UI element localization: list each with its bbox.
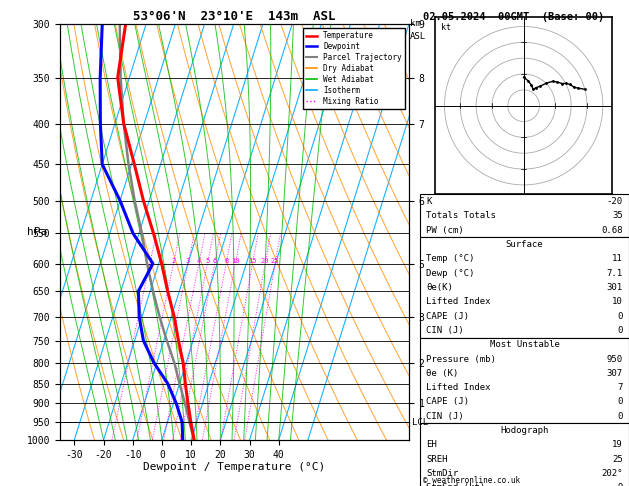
Text: K: K (426, 197, 432, 206)
FancyBboxPatch shape (420, 423, 629, 486)
Legend: Temperature, Dewpoint, Parcel Trajectory, Dry Adiabat, Wet Adiabat, Isotherm, Mi: Temperature, Dewpoint, Parcel Trajectory… (303, 28, 405, 109)
Text: 0: 0 (617, 398, 623, 406)
Text: StmSpd (kt): StmSpd (kt) (426, 484, 486, 486)
Text: 301: 301 (606, 283, 623, 292)
Text: Dewp (°C): Dewp (°C) (426, 269, 475, 278)
Text: 15: 15 (248, 258, 257, 263)
Text: ASL: ASL (410, 32, 426, 41)
Text: hPa: hPa (27, 227, 47, 237)
Text: 0: 0 (617, 312, 623, 321)
Text: CAPE (J): CAPE (J) (426, 398, 469, 406)
Text: Mixing Ratio (g/kg): Mixing Ratio (g/kg) (439, 185, 448, 279)
Title: 53°06'N  23°10'E  143m  ASL: 53°06'N 23°10'E 143m ASL (133, 10, 335, 23)
Text: Surface: Surface (506, 240, 543, 249)
Text: 2: 2 (171, 258, 175, 263)
Text: 10: 10 (612, 297, 623, 306)
FancyBboxPatch shape (420, 338, 629, 423)
Text: 202°: 202° (601, 469, 623, 478)
Text: -20: -20 (606, 197, 623, 206)
Text: Temp (°C): Temp (°C) (426, 254, 475, 263)
Text: CAPE (J): CAPE (J) (426, 312, 469, 321)
Text: 25: 25 (612, 455, 623, 464)
Text: 3: 3 (186, 258, 190, 263)
Text: 9: 9 (617, 484, 623, 486)
Text: 1: 1 (148, 258, 152, 263)
Text: 307: 307 (606, 369, 623, 378)
Text: km: km (410, 19, 421, 29)
Text: Lifted Index: Lifted Index (426, 383, 491, 392)
Text: 0: 0 (617, 412, 623, 421)
Text: CIN (J): CIN (J) (426, 326, 464, 335)
Text: kt: kt (442, 23, 451, 32)
Text: 950: 950 (606, 354, 623, 364)
Text: © weatheronline.co.uk: © weatheronline.co.uk (423, 476, 520, 485)
Text: 11: 11 (612, 254, 623, 263)
Text: 4: 4 (197, 258, 201, 263)
X-axis label: Dewpoint / Temperature (°C): Dewpoint / Temperature (°C) (143, 462, 325, 472)
FancyBboxPatch shape (420, 194, 629, 237)
Text: 6: 6 (213, 258, 217, 263)
Text: 7: 7 (617, 383, 623, 392)
FancyBboxPatch shape (420, 237, 629, 338)
Text: 20: 20 (261, 258, 269, 263)
Text: LCL: LCL (413, 417, 428, 427)
Text: 7.1: 7.1 (606, 269, 623, 278)
Text: Totals Totals: Totals Totals (426, 211, 496, 220)
Text: 02.05.2024  00GMT  (Base: 00): 02.05.2024 00GMT (Base: 00) (423, 12, 604, 22)
Text: 35: 35 (612, 211, 623, 220)
Text: 10: 10 (231, 258, 240, 263)
Text: 0.68: 0.68 (601, 226, 623, 235)
Text: CIN (J): CIN (J) (426, 412, 464, 421)
Text: Lifted Index: Lifted Index (426, 297, 491, 306)
Text: Pressure (mb): Pressure (mb) (426, 354, 496, 364)
Text: StmDir: StmDir (426, 469, 459, 478)
Text: 25: 25 (271, 258, 279, 263)
Text: θe (K): θe (K) (426, 369, 459, 378)
Text: 8: 8 (224, 258, 228, 263)
Text: 0: 0 (617, 326, 623, 335)
Text: Hodograph: Hodograph (501, 426, 548, 435)
Text: EH: EH (426, 440, 437, 450)
Text: θe(K): θe(K) (426, 283, 454, 292)
Text: SREH: SREH (426, 455, 448, 464)
Text: 5: 5 (205, 258, 209, 263)
Text: PW (cm): PW (cm) (426, 226, 464, 235)
Text: 19: 19 (612, 440, 623, 450)
Text: Most Unstable: Most Unstable (489, 340, 560, 349)
